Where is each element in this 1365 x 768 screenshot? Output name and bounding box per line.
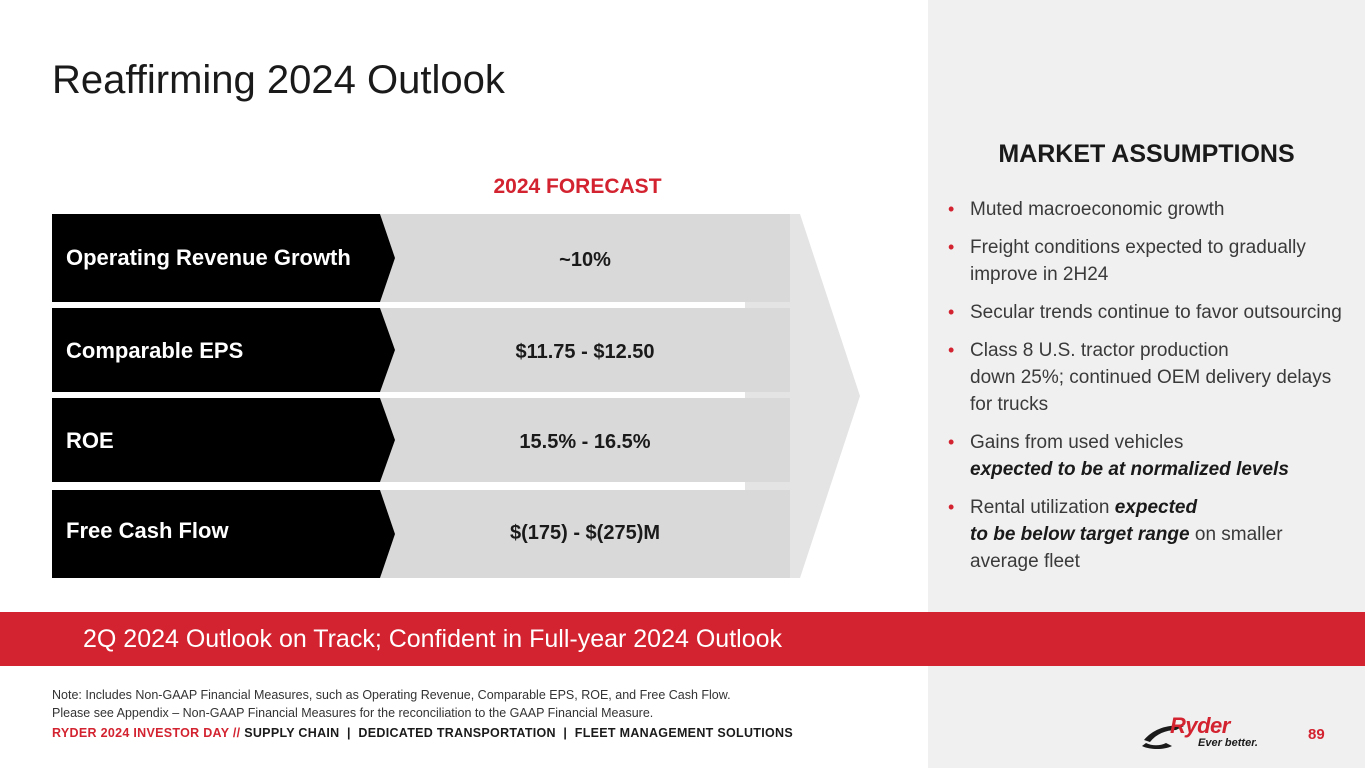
row-label-roe: ROE xyxy=(66,428,114,453)
market-assumptions-title: MARKET ASSUMPTIONS xyxy=(998,140,1295,168)
ryder-logo-icon xyxy=(1142,725,1184,749)
forecast-header: 2024 FORECAST xyxy=(493,175,662,198)
footer-event: RYDER 2024 INVESTOR DAY xyxy=(52,726,230,740)
logo-tagline: Ever better. xyxy=(1198,737,1258,749)
row-label-free-cash-flow: Free Cash Flow xyxy=(66,518,229,543)
list-item: • Muted macroeconomic growth xyxy=(948,196,1353,223)
list-item: • Class 8 U.S. tractor production down 2… xyxy=(948,337,1353,418)
label-block-4 xyxy=(52,490,395,578)
bullet-icon: • xyxy=(948,199,955,219)
market-assumptions-list: • Muted macroeconomic growth • Freight c… xyxy=(948,196,1353,586)
banner-text: 2Q 2024 Outlook on Track; Confident in F… xyxy=(83,624,782,653)
slide-title: Reaffirming 2024 Outlook xyxy=(52,58,505,102)
value-band-4 xyxy=(380,490,790,578)
forecast-arrow-graphic xyxy=(52,214,860,578)
footnote: Note: Includes Non-GAAP Financial Measur… xyxy=(52,686,731,722)
value-band-3 xyxy=(380,398,790,482)
list-item: • Secular trends continue to favor outso… xyxy=(948,299,1353,326)
row-value-comparable-eps: $11.75 - $12.50 xyxy=(515,341,655,363)
big-chevron-arrow xyxy=(745,214,860,578)
list-item: • Rental utilization expected to be belo… xyxy=(948,494,1353,575)
row-label-operating-revenue-growth: Operating Revenue Growth xyxy=(66,245,351,270)
bullet-icon: • xyxy=(948,237,955,257)
bullet-icon: • xyxy=(948,432,955,452)
list-item: • Gains from used vehicles expected to b… xyxy=(948,429,1353,483)
row-value-free-cash-flow: $(175) - $(275)M xyxy=(509,522,661,544)
footer-segments: SUPPLY CHAIN | DEDICATED TRANSPORTATION … xyxy=(244,726,793,740)
label-block-3 xyxy=(52,398,395,482)
bullet-icon: • xyxy=(948,302,955,322)
page-number: 89 xyxy=(1308,726,1325,743)
bullet-icon: • xyxy=(948,497,955,517)
footnote-line-2: Please see Appendix – Non-GAAP Financial… xyxy=(52,706,654,720)
row-value-roe: 15.5% - 16.5% xyxy=(519,431,651,453)
list-item: • Freight conditions expected to gradual… xyxy=(948,234,1353,288)
footnote-line-1: Note: Includes Non-GAAP Financial Measur… xyxy=(52,688,731,702)
label-block-1 xyxy=(52,214,395,302)
row-value-operating-revenue-growth: ~10% xyxy=(559,249,611,271)
footer-bar: RYDER 2024 INVESTOR DAY // SUPPLY CHAIN … xyxy=(52,726,793,740)
logo-wordmark: Ryder xyxy=(1170,713,1230,738)
value-band-2 xyxy=(380,308,790,392)
footer-separator: // xyxy=(232,726,241,740)
label-block-2 xyxy=(52,308,395,392)
value-band-1 xyxy=(380,214,790,302)
outlook-banner: 2Q 2024 Outlook on Track; Confident in F… xyxy=(0,612,1365,666)
bullet-icon: • xyxy=(948,340,955,360)
row-label-comparable-eps: Comparable EPS xyxy=(66,338,244,363)
